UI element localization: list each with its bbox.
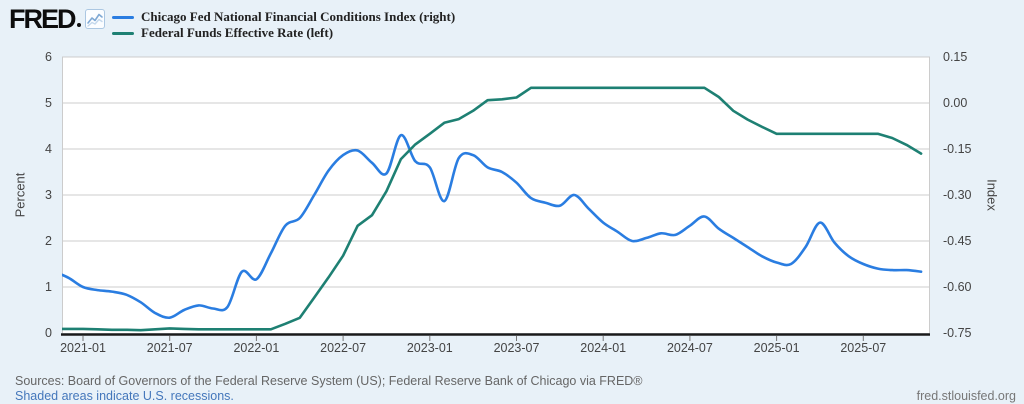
- y-axis-left-tick-label: 2: [45, 234, 52, 248]
- y-axis-right-tick-label: -0.60: [943, 280, 972, 294]
- y-axis-right-tick-label: -0.30: [943, 188, 972, 202]
- fred-site-url: fred.stlouisfed.org: [916, 389, 1016, 403]
- sources-line: Sources: Board of Governors of the Feder…: [15, 374, 643, 388]
- x-axis-tick-label: 2022-07: [320, 341, 367, 355]
- y-axis-left-tick-label: 5: [45, 96, 52, 110]
- legend-item-ffr[interactable]: Federal Funds Effective Rate (left): [112, 25, 455, 41]
- x-axis-tick-label: 2023-01: [406, 341, 453, 355]
- right-axis-title: Index: [984, 179, 1000, 211]
- y-axis-left-tick-label: 0: [45, 326, 52, 340]
- x-axis-tick-label: 2022-01: [233, 341, 280, 355]
- y-axis-left-tick-label: 3: [45, 188, 52, 202]
- y-axis-right-tick-label: -0.45: [943, 234, 972, 248]
- y-axis-right-tick-label: 0.00: [943, 96, 968, 110]
- x-axis-tick-label: 2021-07: [146, 341, 193, 355]
- fred-logo[interactable]: FRED: [9, 3, 81, 34]
- legend-item-ffr-label: Federal Funds Effective Rate (left): [141, 25, 334, 40]
- line-chart-icon: [85, 9, 105, 29]
- legend-item-nfci[interactable]: Chicago Fed National Financial Condition…: [112, 9, 455, 25]
- ffr-line-swatch: [112, 31, 134, 35]
- x-axis-tick-label: 2021-01: [60, 341, 106, 355]
- y-axis-right-tick-label: -0.75: [943, 326, 972, 340]
- recessions-link[interactable]: Shaded areas indicate U.S. recessions.: [15, 389, 234, 403]
- source-note: Sources: Board of Governors of the Feder…: [15, 374, 643, 404]
- x-axis-tick-label: 2024-07: [666, 341, 713, 355]
- y-axis-left-tick-label: 6: [45, 50, 52, 64]
- ffr-line: [62, 86, 923, 332]
- fred-logo-registered-dot: [76, 23, 81, 27]
- x-axis-tick-label: 2025-01: [753, 341, 800, 355]
- nfci-line: [62, 133, 923, 320]
- fred-logo-text: FRED: [9, 3, 76, 34]
- chart-legend: Chicago Fed National Financial Condition…: [112, 9, 455, 41]
- nfci-line-swatch: [112, 15, 134, 19]
- y-axis-left-tick-label: 4: [45, 142, 52, 156]
- y-axis-right-tick-label: 0.15: [943, 50, 968, 64]
- x-axis-tick-label: 2024-01: [580, 341, 627, 355]
- x-axis-tick-label: 2023-07: [493, 341, 540, 355]
- y-axis-left-tick-label: 1: [45, 280, 52, 294]
- x-axis-tick-label: 2025-07: [840, 341, 887, 355]
- y-axis-right-tick-label: -0.15: [943, 142, 972, 156]
- legend-item-nfci-label: Chicago Fed National Financial Condition…: [141, 9, 456, 24]
